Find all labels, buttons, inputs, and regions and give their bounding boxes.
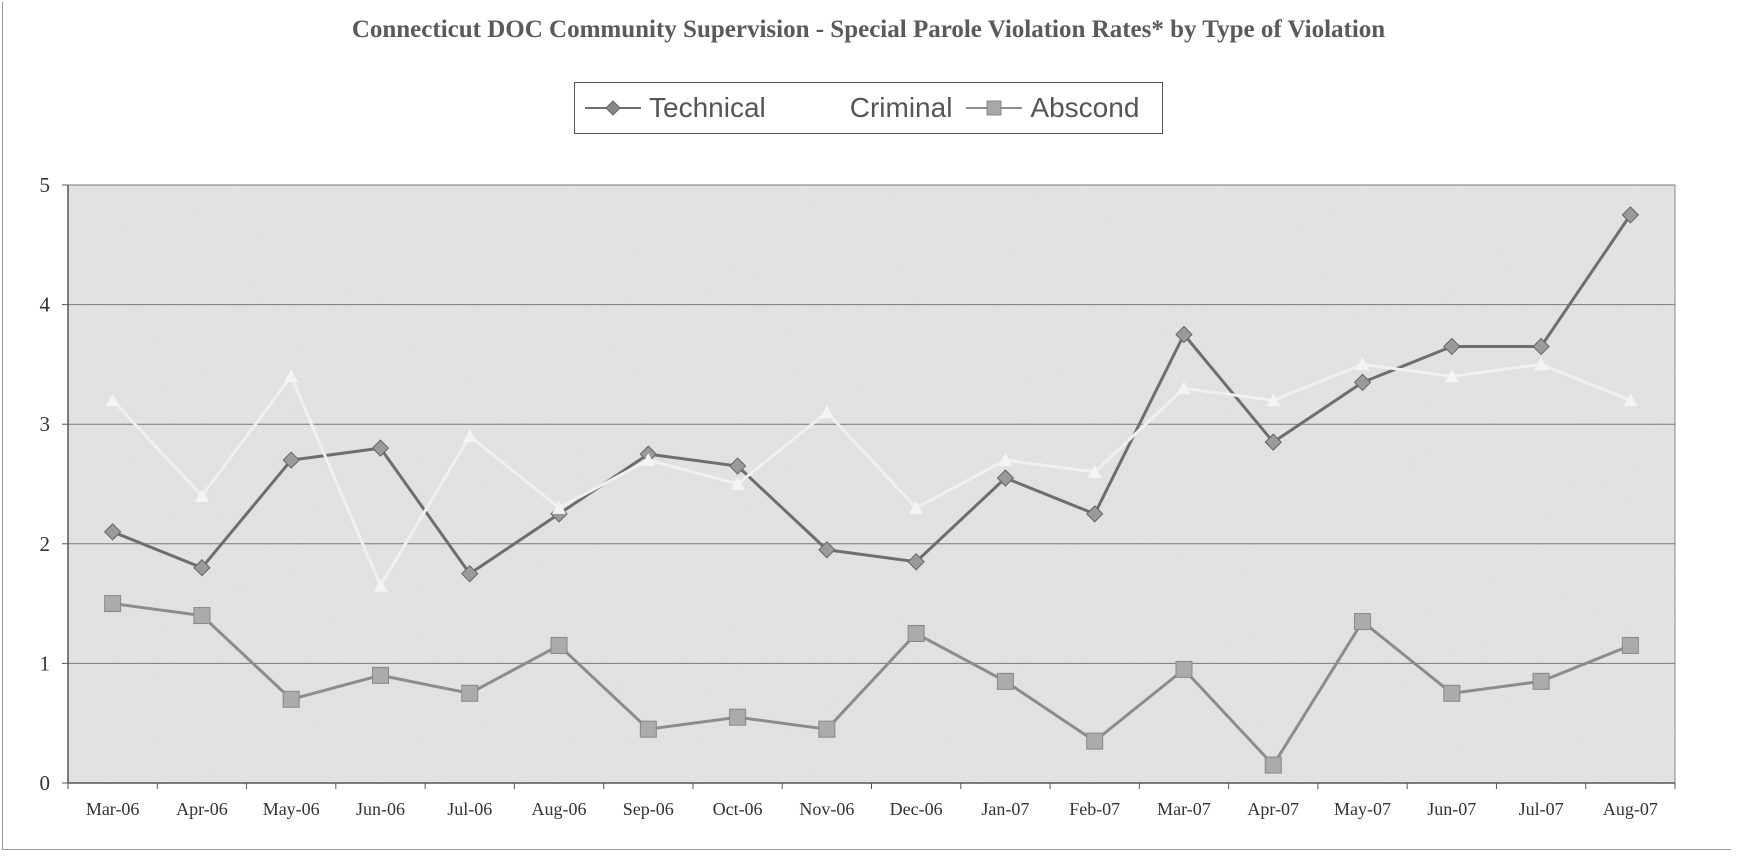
data-point-technical [1353, 373, 1372, 392]
data-point-criminal [105, 393, 120, 407]
x-tick-label: Sep-06 [623, 799, 674, 819]
x-tick-label: Jul-06 [447, 799, 492, 819]
data-point-technical [103, 523, 122, 541]
data-point-criminal [552, 500, 567, 514]
data-point-technical [282, 451, 300, 469]
x-tick-label: Dec-06 [890, 799, 943, 819]
x-tick-label: Jun-07 [1427, 799, 1476, 819]
data-point-technical [461, 564, 479, 583]
x-tick-label: Apr-07 [1247, 799, 1299, 819]
data-point-technical [371, 439, 390, 457]
y-tick-label: 2 [40, 532, 51, 556]
y-tick-label: 1 [40, 651, 51, 675]
data-point-technical [1175, 325, 1193, 344]
data-point-criminal [819, 405, 834, 419]
data-point-abscond [996, 672, 1014, 690]
data-point-abscond [1621, 636, 1639, 654]
data-point-abscond [729, 708, 747, 726]
data-point-abscond [907, 625, 925, 642]
data-point-technical [818, 541, 836, 559]
data-point-abscond [1354, 613, 1372, 631]
data-point-criminal [1534, 357, 1549, 371]
chart-title: Connecticut DOC Community Supervision - … [351, 16, 1386, 43]
chart-legend: Technical Criminal Abscond [574, 82, 1163, 134]
series-line-technical [112, 214, 1632, 576]
legend-marker-abscond [966, 100, 1023, 116]
legend-label-technical: Technical [649, 92, 766, 123]
data-point-abscond [104, 595, 122, 613]
x-tick-label: Jul-07 [1519, 799, 1564, 819]
data-point-criminal [1355, 357, 1370, 371]
y-tick-label: 4 [40, 293, 51, 317]
data-point-technical [1085, 505, 1104, 523]
data-point-criminal [1176, 381, 1191, 395]
legend-marker-technical [585, 100, 641, 116]
data-point-abscond [1264, 756, 1282, 774]
data-point-abscond [1443, 684, 1461, 702]
legend-item-criminal: Criminal [844, 92, 953, 124]
series-line-criminal [111, 362, 1631, 588]
data-point-abscond [1175, 660, 1193, 678]
legend-item-abscond: Abscond [964, 92, 1139, 124]
x-tick-label: Mar-07 [1157, 799, 1211, 819]
x-tick-label: Aug-07 [1603, 799, 1658, 819]
y-tick-label: 5 [40, 173, 51, 197]
data-point-abscond [282, 690, 300, 708]
series-line-abscond [112, 602, 1631, 767]
x-tick-label: Oct-06 [713, 799, 763, 819]
data-point-criminal [1444, 369, 1459, 383]
x-tick-label: Jun-06 [356, 799, 405, 819]
data-point-technical [1264, 433, 1282, 451]
data-point-criminal [462, 429, 477, 443]
data-point-criminal [1087, 465, 1102, 479]
x-tick-label: May-07 [1334, 799, 1391, 819]
legend-item-technical: Technical [583, 92, 766, 124]
x-tick-label: Feb-07 [1069, 799, 1120, 819]
data-point-technical [907, 553, 925, 571]
data-point-criminal [284, 369, 299, 383]
data-point-criminal [730, 477, 745, 490]
data-point-abscond [1086, 732, 1104, 750]
legend-label-abscond: Abscond [1030, 92, 1140, 123]
data-point-criminal [373, 578, 388, 592]
data-point-technical [1532, 337, 1550, 356]
x-tick-label: Aug-06 [532, 799, 587, 819]
data-point-criminal [194, 488, 209, 502]
x-tick-label: Nov-06 [799, 799, 854, 819]
y-tick-label: 3 [40, 412, 51, 436]
data-point-criminal [641, 453, 656, 467]
data-point-criminal [1623, 393, 1638, 407]
legend-label-criminal: Criminal [849, 92, 953, 123]
x-tick-label: May-06 [263, 799, 320, 819]
data-point-abscond [193, 607, 211, 625]
data-point-technical [728, 457, 747, 475]
x-tick-label: Apr-06 [176, 799, 228, 819]
data-point-technical [1443, 337, 1461, 356]
x-tick-label: Mar-06 [86, 799, 140, 819]
data-point-criminal [998, 453, 1013, 467]
y-tick-label: 0 [40, 771, 51, 795]
x-tick-label: Jan-07 [981, 799, 1029, 819]
data-point-technical [996, 469, 1015, 487]
data-point-abscond [461, 684, 479, 702]
data-point-technical [1621, 206, 1640, 224]
data-point-abscond [1532, 672, 1550, 690]
data-point-abscond [371, 666, 389, 684]
data-point-abscond [639, 720, 657, 738]
data-point-criminal [1266, 393, 1281, 407]
data-point-criminal [909, 500, 924, 514]
data-point-abscond [550, 636, 568, 654]
data-point-abscond [818, 720, 836, 738]
data-point-technical [193, 559, 211, 577]
